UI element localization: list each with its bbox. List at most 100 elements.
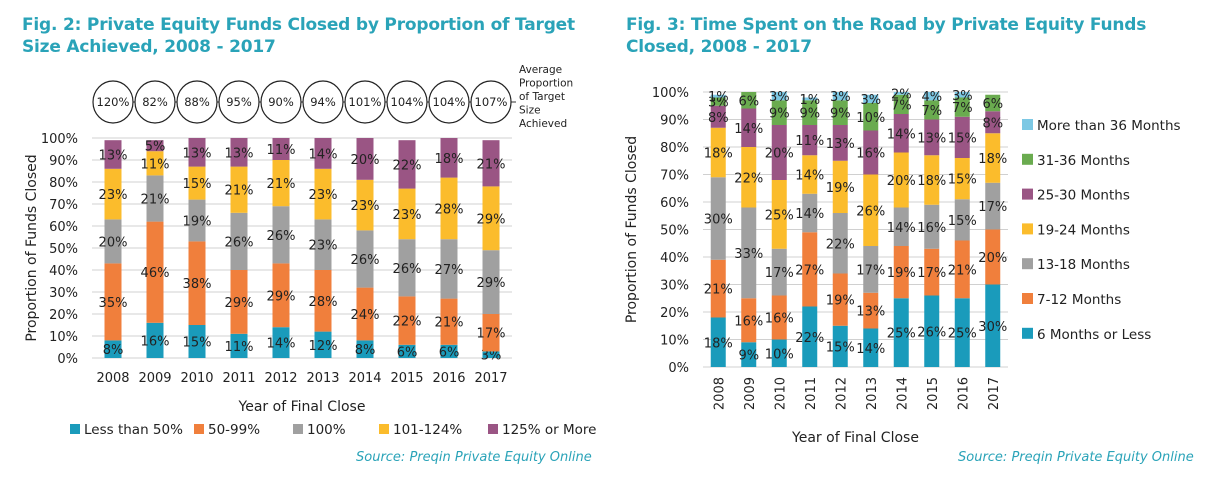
fig3-legend-swatch bbox=[1022, 258, 1033, 270]
fig2-bar-segment bbox=[146, 140, 164, 152]
fig2-y-tick-label: 50% bbox=[49, 242, 78, 257]
fig3-y-tick-label: 90% bbox=[660, 114, 689, 129]
fig2-bar-segment bbox=[230, 138, 248, 167]
fig2-average-value: 104% bbox=[433, 95, 466, 109]
fig2-legend-label: 50-99% bbox=[208, 422, 260, 438]
fig3-data-label: 16% bbox=[765, 312, 794, 327]
fig2-y-tick-label: 100% bbox=[41, 132, 78, 147]
fig3-y-tick-label: 10% bbox=[660, 334, 689, 349]
fig2-average-bubble bbox=[386, 80, 428, 124]
fig3-legend-swatch bbox=[1022, 188, 1033, 200]
fig2-data-label: 23% bbox=[99, 188, 128, 203]
fig3-bar-segment bbox=[771, 295, 787, 340]
fig3-legend-label: 6 Months or Less bbox=[1037, 327, 1151, 343]
fig3-bar-segment bbox=[863, 103, 879, 131]
fig3-data-label: 3% bbox=[708, 96, 729, 111]
fig2-annotation-label: Size bbox=[519, 105, 541, 117]
fig2-bar-segment bbox=[398, 140, 416, 189]
fig3-bar-segment bbox=[893, 246, 909, 299]
fig2-average-value: 120% bbox=[97, 95, 130, 109]
fig2-bar-segment bbox=[314, 270, 332, 332]
fig2-bar-segment bbox=[146, 151, 164, 176]
fig2-bar-segment bbox=[482, 351, 500, 358]
fig3-data-label: 18% bbox=[917, 174, 946, 189]
fig2-data-label: 21% bbox=[477, 157, 506, 172]
fig2-bar-segment bbox=[440, 177, 458, 240]
fig3-bar-segment bbox=[954, 97, 970, 117]
fig3-bar-segment bbox=[771, 248, 787, 296]
fig3-legend-label: More than 36 Months bbox=[1037, 118, 1181, 134]
fig3-bar-segment bbox=[710, 259, 726, 318]
fig3-bar-segment bbox=[954, 199, 970, 241]
fig3-data-label: 2% bbox=[891, 87, 912, 102]
fig2-bar-segment bbox=[482, 186, 500, 251]
fig3-bar-segment bbox=[802, 125, 818, 156]
fig3-bar-segment bbox=[741, 108, 757, 147]
fig3-bar-segment bbox=[802, 193, 818, 233]
fig2-bar-segment bbox=[440, 138, 458, 178]
fig2-data-label: 29% bbox=[267, 289, 296, 304]
fig3-y-tick-label: 40% bbox=[660, 251, 689, 266]
fig2-data-label: 18% bbox=[435, 152, 464, 167]
fig2-bar-segment bbox=[482, 140, 500, 187]
fig3-bar-segment bbox=[985, 111, 1001, 134]
fig3-data-label: 7% bbox=[921, 104, 942, 119]
fig3-data-label: 19% bbox=[887, 266, 916, 281]
fig3-y-tick-label: 50% bbox=[660, 224, 689, 239]
fig3-bar-segment bbox=[893, 207, 909, 246]
fig3-bar-segment bbox=[710, 97, 726, 106]
fig3-data-label: 8% bbox=[982, 116, 1003, 131]
fig3-data-label: 10% bbox=[765, 347, 794, 362]
fig3-legend-swatch bbox=[1022, 223, 1033, 235]
fig3-data-label: 3% bbox=[769, 90, 790, 105]
fig3-bar-segment bbox=[832, 160, 848, 213]
fig2-bar-segment bbox=[230, 212, 248, 270]
fig2-data-label: 29% bbox=[477, 276, 506, 291]
fig3-data-label: 20% bbox=[887, 174, 916, 189]
fig2-data-label: 38% bbox=[183, 277, 212, 292]
fig2-bar-segment bbox=[356, 287, 374, 341]
fig2-data-label: 14% bbox=[267, 337, 296, 352]
fig2-y-tick-label: 60% bbox=[49, 220, 78, 235]
fig2-data-label: 8% bbox=[103, 343, 124, 358]
fig3-data-label: 30% bbox=[704, 213, 733, 228]
figure-3-title: Fig. 3: Time Spent on the Road by Privat… bbox=[626, 15, 1147, 57]
fig3-data-label: 1% bbox=[799, 93, 820, 108]
fig3-bar-segment bbox=[832, 325, 848, 367]
fig3-data-label: 15% bbox=[948, 173, 977, 188]
fig3-bar-segment bbox=[954, 158, 970, 200]
fig3-bar-segment bbox=[710, 127, 726, 178]
fig2-average-bubble bbox=[260, 80, 302, 124]
fig2-bar-segment bbox=[146, 221, 164, 323]
fig2-y-axis-label: Proportion of Funds Closed bbox=[24, 154, 40, 341]
fig3-data-label: 20% bbox=[978, 251, 1007, 266]
fig2-y-tick-label: 30% bbox=[49, 286, 78, 301]
fig2-bar-segment bbox=[356, 230, 374, 288]
fig3-x-axis-label: Year of Final Close bbox=[791, 430, 919, 446]
fig3-data-label: 26% bbox=[856, 204, 885, 219]
fig2-x-tick-label: 2008 bbox=[96, 371, 129, 386]
fig2-bar-segment bbox=[398, 344, 416, 358]
fig2-data-label: 6% bbox=[439, 345, 460, 360]
fig3-data-label: 26% bbox=[917, 325, 946, 340]
fig3-y-tick-label: 20% bbox=[660, 306, 689, 321]
fig3-bar-segment bbox=[802, 100, 818, 125]
fig2-x-tick-label: 2013 bbox=[306, 371, 339, 386]
fig3-x-tick-label: 2009 bbox=[743, 377, 758, 410]
fig3-bar-segment bbox=[985, 229, 1001, 285]
fig3-x-tick-label: 2013 bbox=[865, 377, 880, 410]
fig2-data-label: 13% bbox=[225, 146, 254, 161]
fig2-annotation-label: of Target bbox=[519, 91, 565, 103]
fig3-data-label: 9% bbox=[830, 107, 851, 122]
fig3-data-label: 14% bbox=[795, 169, 824, 184]
fig3-bar-segment bbox=[771, 92, 787, 101]
fig2-data-label: 19% bbox=[183, 215, 212, 230]
fig2-bar-segment bbox=[272, 160, 290, 207]
fig2-average-value: 94% bbox=[310, 95, 336, 109]
fig2-legend-label: Less than 50% bbox=[84, 422, 183, 438]
figure-3-source: Source: Preqin Private Equity Online bbox=[958, 450, 1194, 465]
fig2-average-bubble bbox=[176, 80, 218, 124]
fig3-data-label: 33% bbox=[734, 247, 763, 262]
fig2-bar-segment bbox=[314, 219, 332, 270]
fig3-bar-segment bbox=[832, 125, 848, 161]
